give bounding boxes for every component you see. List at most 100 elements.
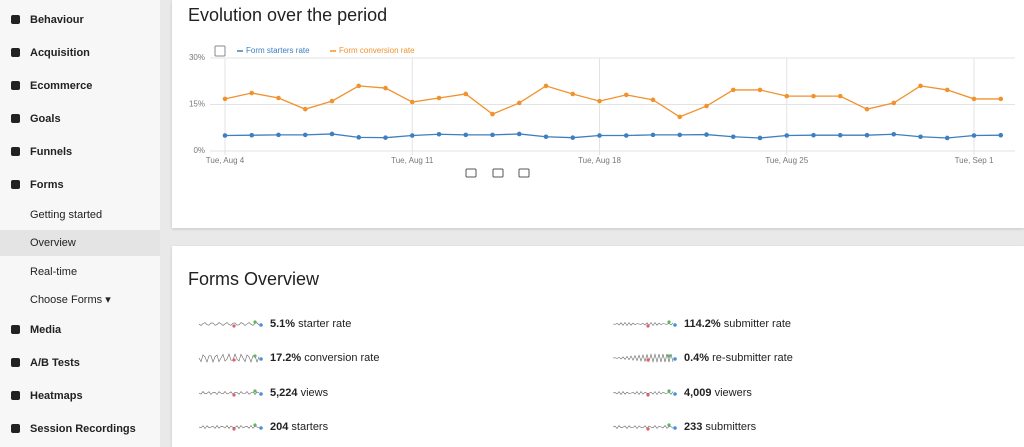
nav-item[interactable]: Session Recordings	[0, 416, 160, 442]
data-point[interactable]	[276, 95, 281, 101]
data-point[interactable]	[623, 133, 629, 138]
data-point[interactable]	[383, 85, 388, 91]
data-point[interactable]	[918, 83, 923, 89]
data-point[interactable]	[891, 131, 897, 137]
nav-item[interactable]: Ecommerce	[0, 73, 160, 99]
nav-label: Behaviour	[30, 14, 84, 26]
metric[interactable]: 5.1% starter rate	[270, 316, 351, 332]
data-point[interactable]	[356, 135, 362, 140]
nav-item[interactable]: A/B Tests	[0, 350, 160, 376]
data-point[interactable]	[463, 91, 469, 97]
data-point[interactable]	[302, 106, 308, 112]
data-point[interactable]	[329, 98, 335, 104]
data-point[interactable]	[249, 90, 255, 96]
data-point[interactable]	[436, 95, 442, 101]
sparkline-last	[259, 323, 263, 327]
metric[interactable]: 233 submitters	[684, 419, 756, 435]
nav-item[interactable]: Forms	[0, 172, 160, 198]
annotation-icons[interactable]	[465, 168, 530, 178]
legend-label[interactable]: Form starters rate	[246, 46, 310, 55]
data-point[interactable]	[650, 132, 656, 138]
data-point[interactable]	[891, 100, 897, 106]
nav-item[interactable]: Overview	[0, 230, 160, 257]
data-point[interactable]	[918, 134, 923, 140]
nav-item[interactable]: Media	[0, 317, 160, 343]
data-point[interactable]	[811, 132, 816, 138]
data-point[interactable]	[329, 131, 335, 137]
sparkline-last	[673, 391, 677, 396]
metric[interactable]: 114.2% submitter rate	[684, 316, 791, 332]
data-point[interactable]	[837, 93, 843, 99]
chart-icon[interactable]	[214, 45, 226, 57]
data-point[interactable]	[998, 132, 1004, 138]
nav-item[interactable]: Heatmaps	[0, 383, 160, 409]
data-point[interactable]	[597, 98, 602, 104]
nav-label: Real-time	[30, 265, 78, 278]
metric-value: 204	[270, 420, 289, 433]
data-point[interactable]	[811, 93, 816, 99]
data-point[interactable]	[757, 135, 763, 141]
data-point[interactable]	[971, 96, 977, 102]
data-point[interactable]	[463, 132, 469, 138]
metric[interactable]: 4,009 viewers	[684, 385, 752, 401]
data-point[interactable]	[623, 92, 629, 98]
y-tick-label: 15%	[189, 100, 205, 109]
data-point[interactable]	[356, 83, 362, 89]
data-point[interactable]	[302, 132, 308, 138]
nav-item[interactable]: Behaviour	[0, 7, 160, 33]
data-point[interactable]	[516, 100, 522, 106]
data-point[interactable]	[784, 93, 790, 99]
data-point[interactable]	[222, 133, 228, 138]
nav-label: Overview	[30, 237, 76, 250]
data-point[interactable]	[276, 132, 281, 138]
data-point[interactable]	[998, 96, 1004, 102]
data-point[interactable]	[490, 132, 495, 138]
data-point[interactable]	[944, 135, 950, 141]
data-point[interactable]	[490, 111, 495, 117]
data-point[interactable]	[383, 135, 388, 140]
data-point[interactable]	[409, 133, 415, 138]
nav-item[interactable]: Getting started	[0, 202, 160, 228]
data-point[interactable]	[704, 132, 709, 137]
data-point[interactable]	[864, 106, 870, 112]
metric-label: conversion rate	[304, 352, 380, 365]
metric[interactable]: 17.2% conversion rate	[270, 350, 379, 366]
data-point[interactable]	[409, 99, 415, 105]
metric[interactable]: 0.4% re-submitter rate	[684, 350, 793, 366]
data-point[interactable]	[543, 134, 549, 140]
metric[interactable]: 204 starters	[270, 419, 328, 435]
data-point[interactable]	[222, 96, 228, 102]
nav-icon	[11, 114, 20, 123]
series-line	[224, 85, 1001, 118]
data-point[interactable]	[677, 132, 683, 138]
data-point[interactable]	[516, 131, 522, 137]
data-point[interactable]	[249, 132, 255, 138]
data-point[interactable]	[864, 132, 870, 138]
data-point[interactable]	[597, 133, 602, 138]
nav-item[interactable]: Funnels	[0, 139, 160, 165]
metric[interactable]: 5,224 views	[270, 385, 328, 401]
data-point[interactable]	[730, 87, 736, 93]
data-point[interactable]	[570, 135, 576, 140]
nav-item[interactable]: Goals	[0, 106, 160, 132]
data-point[interactable]	[757, 87, 763, 93]
data-point[interactable]	[650, 97, 656, 103]
nav-item[interactable]: Acquisition	[0, 40, 160, 66]
data-point[interactable]	[730, 134, 736, 140]
data-point[interactable]	[436, 131, 442, 137]
nav-item[interactable]: Choose Forms ▾	[0, 287, 160, 313]
nav-label: Media	[30, 324, 62, 336]
data-point[interactable]	[543, 83, 549, 89]
data-point[interactable]	[784, 133, 790, 138]
data-point[interactable]	[677, 114, 683, 120]
data-point[interactable]	[837, 132, 843, 138]
data-point[interactable]	[704, 103, 709, 109]
data-point[interactable]	[971, 133, 977, 138]
sparkline-min	[646, 324, 650, 328]
legend-label[interactable]: Form conversion rate	[339, 46, 415, 55]
data-point[interactable]	[944, 87, 950, 93]
nav-label: Funnels	[30, 146, 73, 158]
nav-item[interactable]: Real-time	[0, 259, 160, 285]
data-point[interactable]	[570, 91, 576, 97]
